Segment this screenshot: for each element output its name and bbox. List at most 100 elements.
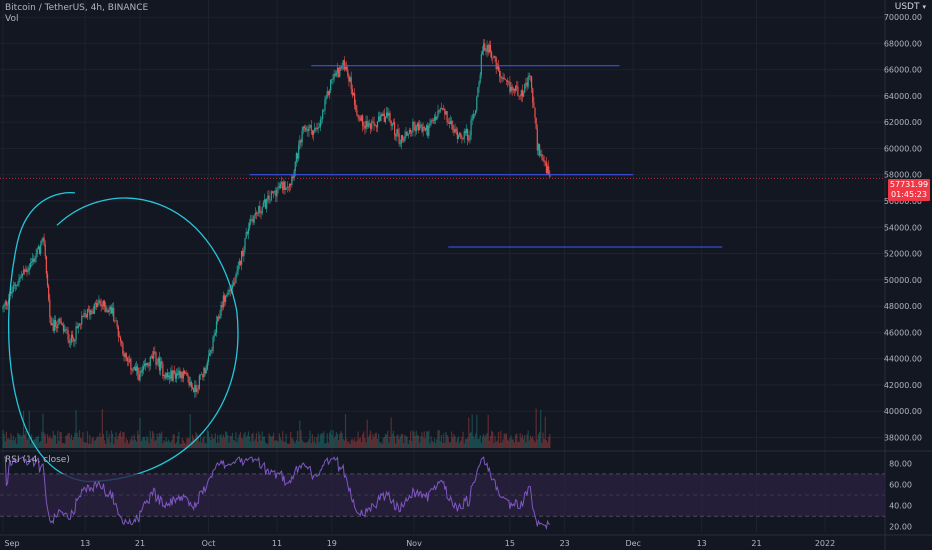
volume-bar — [59, 431, 61, 448]
candle-body — [423, 127, 425, 129]
candle-body — [396, 129, 398, 137]
candle-body — [59, 318, 61, 322]
candle-body — [237, 265, 239, 272]
candle-body — [234, 282, 236, 284]
volume-bar — [320, 433, 323, 448]
volume-bar — [484, 436, 486, 448]
volume-bar — [150, 438, 153, 448]
volume-bar — [220, 433, 222, 448]
candle-body — [459, 133, 461, 136]
candle-body — [464, 131, 466, 134]
time-axis[interactable]: Sep 13 21 Oct 11 19 Nov 15 23 Dec 13 21 2022 — [4, 539, 835, 548]
candle-body — [507, 80, 509, 82]
candle-body — [246, 232, 248, 234]
candle-body — [142, 366, 145, 371]
candle-body — [504, 79, 506, 80]
volume-bar — [16, 443, 18, 448]
symbol-legend[interactable]: Bitcoin / TetherUS, 4h, BINANCE — [5, 3, 149, 13]
volume-bar — [18, 434, 20, 448]
rsi-pane — [0, 456, 885, 531]
volume-bar — [530, 437, 533, 448]
volume-bar — [137, 430, 139, 448]
candle-body — [386, 112, 388, 117]
volume-bar — [422, 437, 424, 448]
volume-bar — [481, 436, 484, 448]
candle-body — [212, 336, 214, 351]
volume-bar — [247, 431, 250, 448]
candle-body — [22, 269, 25, 274]
candle-body — [405, 131, 407, 136]
candle-body — [167, 375, 170, 378]
candle-body — [527, 76, 529, 87]
currency-selector[interactable]: USDT ▾ — [895, 2, 926, 12]
candle-body — [183, 370, 186, 374]
time-tick-label: 13 — [697, 539, 707, 548]
volume-bar — [513, 442, 516, 448]
volume-bar — [510, 435, 512, 448]
candle-body — [499, 71, 501, 77]
volume-bar — [437, 430, 439, 448]
volume-bar — [421, 432, 423, 448]
candle-body — [188, 376, 190, 386]
candle-body — [243, 249, 245, 257]
volume-bar — [44, 434, 46, 448]
rsi-legend[interactable]: RSI (14, close) — [5, 455, 70, 465]
volume-bar — [46, 434, 49, 448]
volume-bar — [454, 436, 456, 448]
candle-body — [180, 372, 182, 378]
candle-body — [263, 199, 266, 203]
volume-bar — [503, 433, 505, 448]
candle-body — [538, 144, 541, 156]
candle-body — [320, 118, 323, 120]
candle-body — [264, 199, 267, 209]
volume-bar — [203, 435, 205, 448]
volume-bar — [277, 441, 279, 448]
candle-body — [520, 90, 522, 96]
volume-bar — [495, 441, 497, 448]
candle-body — [420, 124, 422, 126]
volume-legend[interactable]: Vol — [5, 14, 19, 24]
price-axis[interactable]: 70000.00 68000.00 66000.00 64000.00 62000.00… — [884, 13, 922, 442]
volume-bar — [62, 443, 65, 448]
volume-bar — [201, 442, 203, 448]
candle-body — [135, 366, 138, 371]
candle-body — [161, 361, 163, 364]
volume-bar — [222, 434, 224, 448]
candle-body — [440, 108, 442, 110]
candle-body — [452, 124, 454, 130]
volume-bar — [56, 443, 58, 448]
volume-bar — [227, 434, 229, 448]
candle-body — [271, 191, 274, 193]
volume-bar — [486, 433, 488, 448]
volume-bar — [246, 435, 248, 448]
volume-bar — [348, 441, 350, 448]
candle-body — [366, 120, 368, 127]
volume-bar — [532, 435, 534, 448]
volume-bar — [350, 439, 352, 448]
volume-bar — [478, 438, 480, 448]
volume-bar — [549, 434, 551, 448]
candle-body — [28, 267, 30, 271]
candle-body — [308, 126, 310, 131]
volume-bar — [149, 430, 151, 448]
volume-bar — [166, 441, 168, 448]
candle-body — [185, 373, 187, 374]
volume-bar — [263, 436, 266, 448]
candle-body — [52, 323, 54, 332]
volume-bar — [10, 433, 12, 448]
volume-bar — [243, 433, 245, 448]
volume-bar — [501, 442, 503, 448]
volume-bar — [238, 434, 240, 448]
volume-bar — [173, 434, 175, 448]
volume-bar — [115, 432, 117, 448]
volume-bar — [65, 436, 67, 448]
candle-body — [275, 190, 277, 197]
candle-body — [18, 278, 20, 284]
volume-bar — [453, 434, 455, 448]
time-tick-label: Sep — [4, 539, 19, 548]
candle-body — [324, 99, 326, 111]
volume-bar — [254, 438, 256, 448]
volume-bar — [380, 442, 382, 448]
candle-body — [477, 87, 479, 97]
